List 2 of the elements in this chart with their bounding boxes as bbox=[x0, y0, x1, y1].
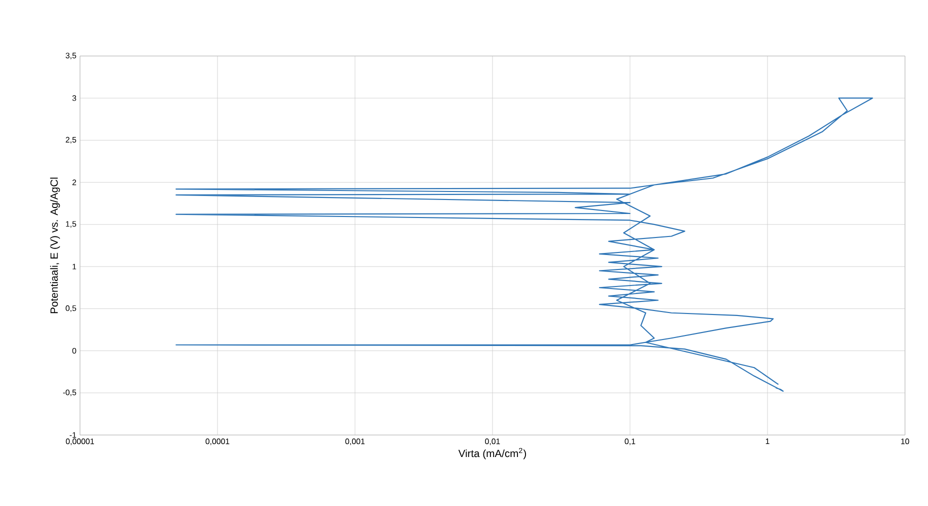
y-axis-title: Potentiaali, E (V) vs. Ag/AgCl bbox=[50, 178, 60, 314]
x-axis-title: Virta (mA/cm$^{2}$) bbox=[458, 448, 526, 460]
